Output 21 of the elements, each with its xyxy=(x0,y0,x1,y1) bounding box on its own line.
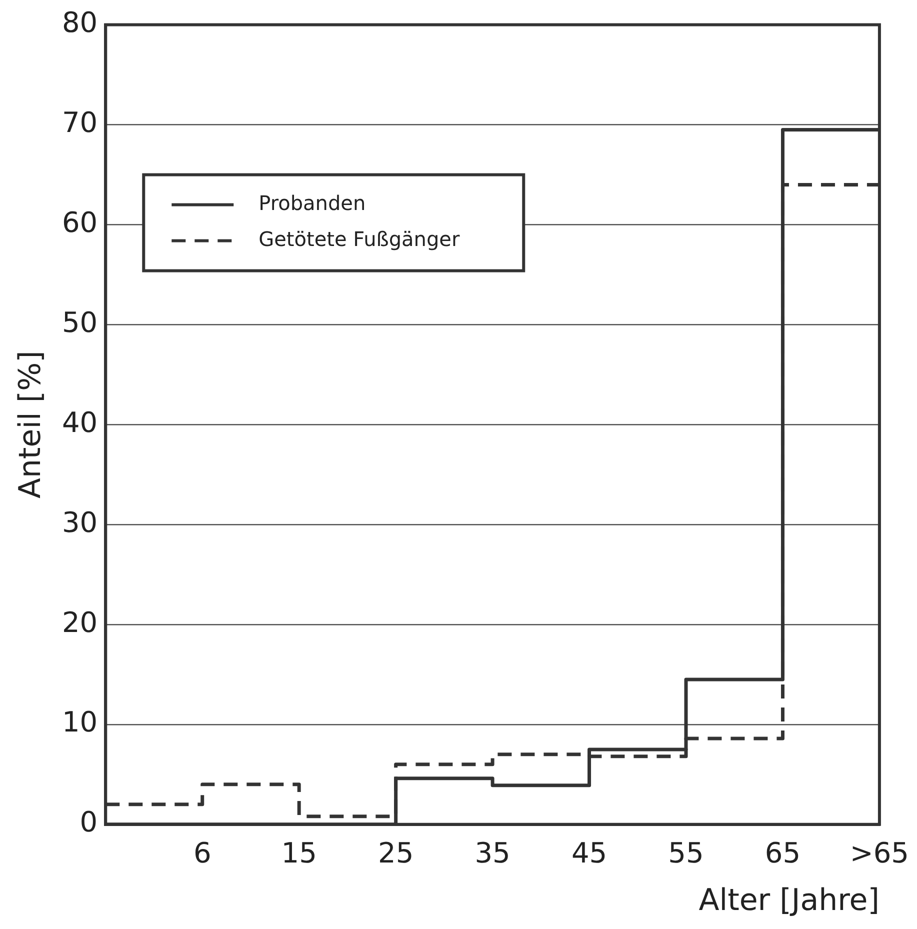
y-tick-label: 60 xyxy=(62,206,98,239)
x-tick-label: 45 xyxy=(571,836,608,870)
y-tick-label: 80 xyxy=(62,6,98,40)
legend-label: Probanden xyxy=(258,191,366,216)
x-tick-label: 55 xyxy=(668,836,704,870)
y-axis-title: Anteil [%] xyxy=(12,350,48,499)
y-tick-label: 30 xyxy=(62,506,98,539)
y-tick-label: 40 xyxy=(62,406,98,439)
y-tick-label: 70 xyxy=(62,106,98,140)
x-tick-label: 15 xyxy=(281,836,317,870)
y-tick-label: 0 xyxy=(80,806,98,839)
x-tick-label: 65 xyxy=(764,836,801,870)
y-tick-label: 20 xyxy=(62,606,98,639)
x-tick-label: 6 xyxy=(193,836,212,870)
legend-label: Getötete Fußgänger xyxy=(258,227,460,252)
x-tick-label: 35 xyxy=(474,836,510,870)
x-tick-label: >65 xyxy=(850,836,909,870)
y-tick-label: 10 xyxy=(62,706,98,739)
x-tick-label: 25 xyxy=(378,836,414,870)
y-tick-label: 50 xyxy=(62,306,98,339)
x-axis-title: Alter [Jahre] xyxy=(698,882,880,918)
